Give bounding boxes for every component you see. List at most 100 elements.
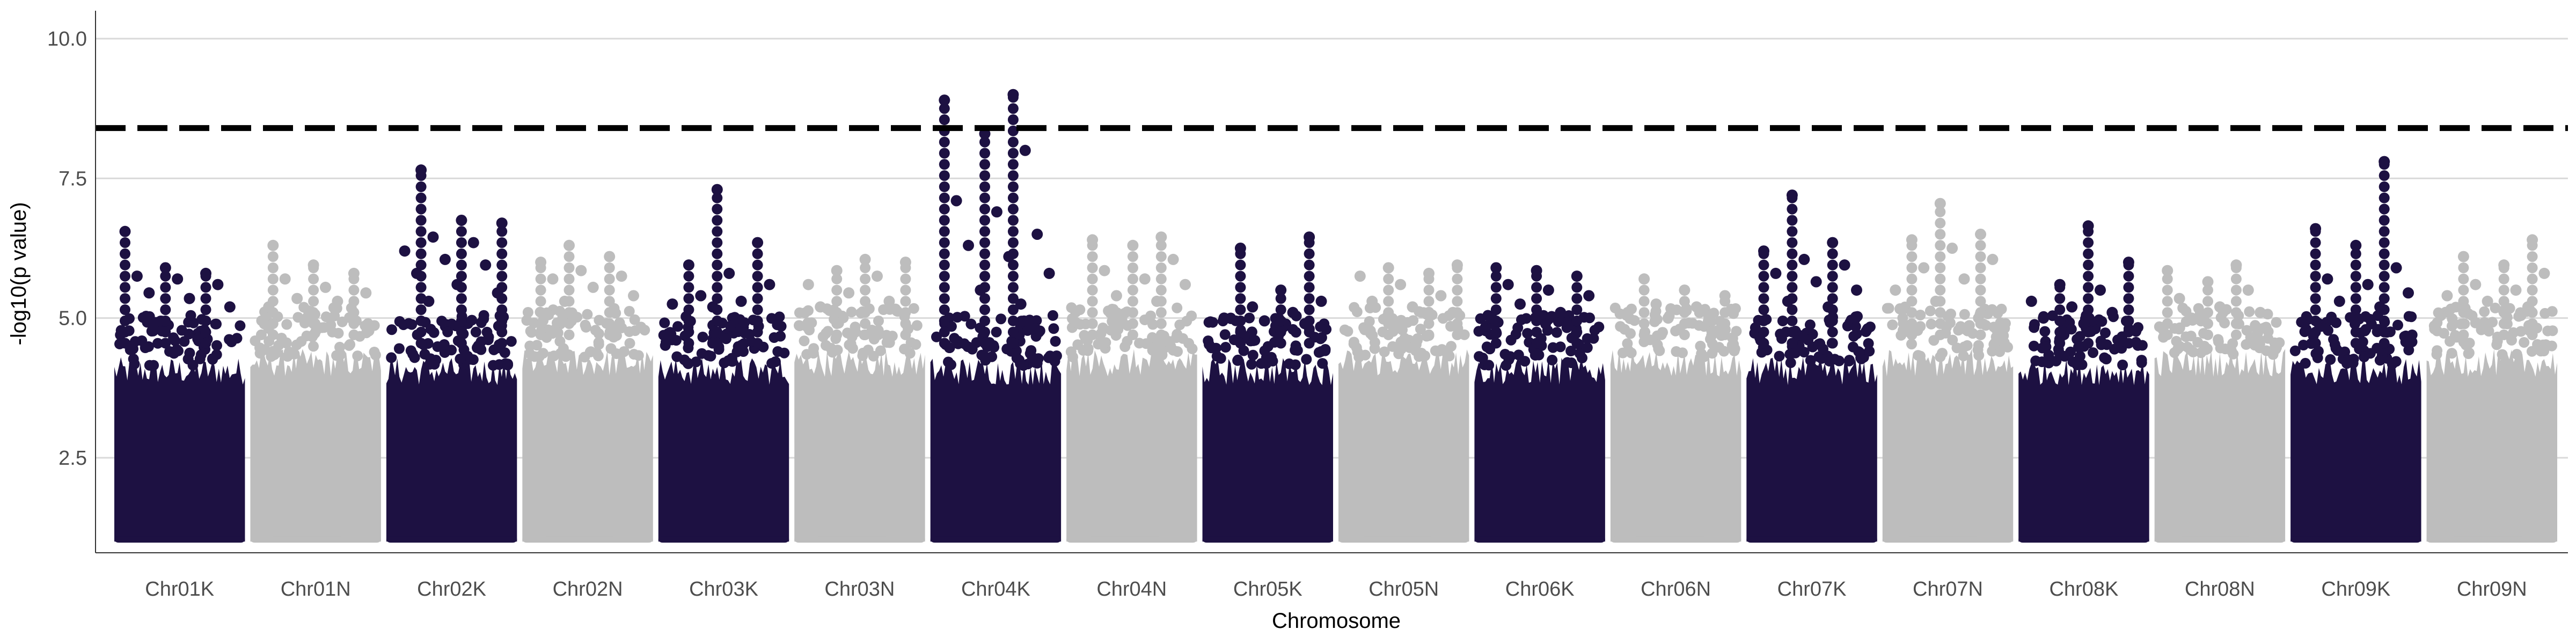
data-point — [1853, 346, 1864, 357]
data-point — [2487, 317, 2498, 328]
data-point — [772, 346, 784, 357]
data-point — [682, 357, 693, 369]
data-point — [1007, 136, 1019, 148]
point-mass — [930, 358, 1062, 542]
data-point — [1477, 353, 1488, 363]
data-point — [2094, 314, 2105, 325]
data-point — [1423, 307, 1435, 318]
data-point — [979, 248, 990, 259]
peak-point — [1287, 306, 1299, 318]
data-point — [419, 349, 430, 360]
data-point — [683, 338, 694, 349]
data-point — [1787, 203, 1798, 215]
point-mass-base — [2426, 536, 2557, 543]
peak-point — [1087, 234, 1099, 246]
data-point — [1203, 317, 1214, 328]
data-point — [1235, 293, 1246, 304]
data-point — [1007, 114, 1019, 125]
peak-point — [535, 257, 547, 268]
data-point — [1975, 262, 1986, 273]
x-tick-label: Chr05K — [1233, 578, 1302, 601]
chromosome-band-chr01k — [114, 310, 246, 543]
data-point — [2449, 330, 2461, 341]
data-point — [152, 338, 163, 349]
peak-point — [2510, 284, 2522, 296]
data-point — [1030, 323, 1041, 334]
peak-point — [1958, 273, 1970, 285]
peak-point — [1019, 144, 1031, 156]
data-point — [1087, 251, 1098, 262]
data-point — [2083, 326, 2094, 338]
data-point — [496, 304, 508, 316]
data-point — [1777, 316, 1788, 326]
data-point — [712, 326, 723, 338]
data-point — [939, 203, 950, 215]
data-point — [1571, 293, 1583, 304]
data-point — [1654, 345, 1665, 356]
peaks-chr07n — [1890, 197, 1999, 340]
data-point — [1787, 282, 1798, 293]
data-point — [1529, 349, 1541, 361]
data-point — [1959, 309, 1970, 320]
data-point — [582, 309, 593, 320]
data-point — [979, 192, 990, 203]
data-point — [170, 335, 181, 346]
data-point — [939, 159, 950, 170]
data-point — [2083, 304, 2094, 316]
data-point — [207, 353, 218, 364]
data-point — [952, 312, 963, 323]
data-point — [415, 226, 427, 237]
peak-point — [2333, 295, 2345, 307]
data-point — [1007, 215, 1019, 226]
data-point — [2054, 326, 2066, 338]
peak-point — [2538, 267, 2550, 279]
peak-point — [1679, 284, 1690, 296]
peak-point — [2470, 279, 2482, 290]
data-point — [352, 350, 363, 362]
peak-point — [2025, 295, 2037, 307]
data-point — [860, 329, 871, 340]
data-point — [581, 321, 591, 333]
data-point — [572, 312, 583, 323]
data-point — [1565, 346, 1577, 356]
data-point — [120, 237, 130, 248]
peak-point — [1662, 312, 1674, 324]
data-point — [2379, 259, 2390, 270]
data-point — [2254, 335, 2265, 346]
data-point — [2054, 338, 2066, 349]
peak-point — [872, 270, 883, 282]
data-point — [2117, 360, 2128, 370]
data-point — [1719, 318, 1731, 330]
peak-point — [2322, 273, 2333, 285]
data-point — [1924, 305, 1936, 317]
data-point — [2379, 293, 2390, 304]
data-point — [456, 237, 467, 248]
data-point — [2310, 304, 2321, 316]
peak-point — [143, 287, 155, 299]
point-mass-base — [658, 536, 789, 543]
point-mass-base — [114, 536, 245, 543]
data-point — [2202, 307, 2213, 318]
data-point — [481, 326, 493, 338]
data-point — [1007, 338, 1019, 349]
data-point — [456, 326, 467, 338]
y-tick-labels: 2.5 5.0 7.5 10.0 — [47, 28, 87, 470]
data-point — [2230, 273, 2242, 284]
data-point — [860, 296, 871, 307]
data-point — [1490, 270, 1502, 282]
data-point — [120, 315, 130, 326]
data-point — [1906, 307, 1918, 318]
peaks-chr05k — [1218, 231, 1327, 349]
peak-point — [1851, 284, 1862, 296]
data-point — [1410, 339, 1422, 350]
data-point — [2379, 203, 2390, 215]
data-point — [1522, 328, 1533, 339]
data-point — [772, 319, 783, 331]
peak-point — [559, 295, 570, 307]
data-point — [120, 270, 130, 282]
peak-point — [467, 237, 479, 248]
data-point — [604, 329, 615, 340]
peak-point — [1770, 267, 1782, 279]
data-point — [2230, 284, 2242, 296]
data-point — [2213, 334, 2224, 345]
